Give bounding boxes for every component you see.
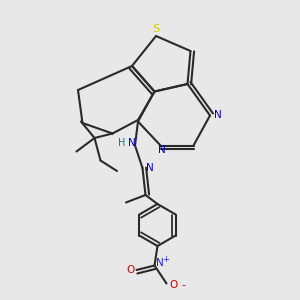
Text: N: N	[156, 257, 164, 268]
Text: O: O	[169, 280, 177, 290]
Text: N: N	[146, 163, 154, 173]
Text: N: N	[128, 137, 136, 148]
Text: S: S	[152, 24, 160, 34]
Text: H: H	[118, 137, 125, 148]
Text: O: O	[126, 265, 135, 275]
Text: N: N	[158, 145, 166, 155]
Text: N: N	[214, 110, 221, 121]
Text: -: -	[181, 280, 185, 290]
Text: +: +	[163, 255, 169, 264]
